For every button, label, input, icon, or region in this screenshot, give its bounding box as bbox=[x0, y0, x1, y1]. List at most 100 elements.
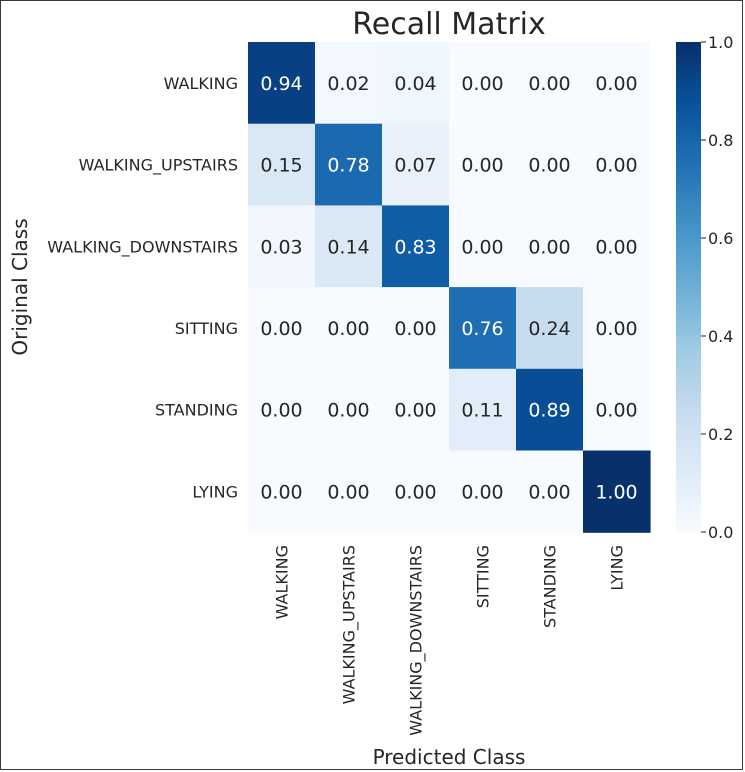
heatmap-cell bbox=[248, 42, 316, 125]
colorbar-tick-label: 0.0 bbox=[708, 523, 733, 542]
colorbar-tick-label: 0.2 bbox=[708, 425, 733, 444]
y-tick-labels: WALKING WALKING_UPSTAIRS WALKING_DOWNSTAIR… bbox=[47, 74, 238, 502]
cell-value-label: 0.07 bbox=[394, 155, 436, 177]
chart-title: Recall Matrix bbox=[352, 7, 546, 42]
cell-value-label: 0.00 bbox=[260, 481, 302, 503]
cell-value-label: 0.00 bbox=[394, 400, 436, 422]
heatmap-cell bbox=[516, 123, 584, 206]
cell-value-label: 0.14 bbox=[327, 236, 369, 258]
heatmap-cell bbox=[516, 287, 584, 370]
heatmap-cell bbox=[516, 42, 584, 125]
heatmap-cell bbox=[516, 450, 584, 533]
y-tick-label: STANDING bbox=[155, 401, 238, 420]
cell-value-label: 0.00 bbox=[528, 236, 570, 258]
cell-value-label: 0.00 bbox=[327, 481, 369, 503]
x-tick-label: WALKING_DOWNSTAIRS bbox=[407, 545, 427, 736]
cell-value-label: 0.00 bbox=[528, 155, 570, 177]
heatmap-cell bbox=[583, 42, 651, 125]
heatmap-cell bbox=[449, 450, 517, 533]
cell-value-label: 0.00 bbox=[595, 318, 637, 340]
colorbar-tick-label: 0.8 bbox=[708, 131, 733, 150]
y-tick-label: WALKING bbox=[164, 74, 238, 93]
colorbar bbox=[676, 42, 701, 532]
cell-value-label: 0.00 bbox=[327, 400, 369, 422]
heatmap-cell bbox=[449, 368, 517, 452]
cell-value-label: 0.89 bbox=[528, 400, 570, 422]
x-tick-label: SITTING bbox=[474, 545, 493, 608]
cell-value-label: 0.04 bbox=[394, 73, 436, 95]
cell-value-label: 0.00 bbox=[528, 73, 570, 95]
heatmap-cell bbox=[248, 287, 316, 370]
heatmap-cell bbox=[382, 205, 450, 288]
cell-value-label: 0.24 bbox=[528, 318, 570, 340]
heatmap-cell bbox=[315, 42, 383, 125]
x-tick-label: LYING bbox=[608, 545, 627, 591]
y-tick-label: SITTING bbox=[175, 319, 238, 338]
heatmap-cell bbox=[315, 123, 383, 206]
heatmap-cell bbox=[248, 368, 316, 452]
heatmap-cell bbox=[583, 205, 651, 288]
y-tick-label: WALKING_UPSTAIRS bbox=[79, 156, 238, 176]
colorbar-tick-label: 0.6 bbox=[708, 229, 733, 248]
heatmap-cells bbox=[248, 42, 651, 533]
heatmap-cell bbox=[315, 287, 383, 370]
heatmap-cell bbox=[583, 123, 651, 206]
heatmap-cell bbox=[449, 205, 517, 288]
heatmap-cell bbox=[315, 450, 383, 533]
cell-value-label: 0.00 bbox=[461, 481, 503, 503]
cell-value-label: 0.00 bbox=[260, 400, 302, 422]
heatmap-cell bbox=[248, 450, 316, 533]
heatmap-cell bbox=[248, 123, 316, 206]
x-tick-label: WALKING_UPSTAIRS bbox=[340, 545, 360, 704]
heatmap-cell bbox=[583, 450, 651, 533]
cell-value-label: 0.00 bbox=[595, 236, 637, 258]
heatmap-cell bbox=[382, 42, 450, 125]
heatmap-cell bbox=[315, 368, 383, 452]
heatmap-value-labels: 0.94 0.02 0.04 0.00 0.00 0.00 0.15 0.78 0.07 0.00… bbox=[260, 73, 637, 504]
heatmap-cell bbox=[382, 368, 450, 452]
colorbar-tick-label: 0.4 bbox=[708, 327, 733, 346]
y-tick-label: WALKING_DOWNSTAIRS bbox=[47, 237, 238, 257]
cell-value-label: 0.00 bbox=[394, 318, 436, 340]
cell-value-label: 0.00 bbox=[595, 400, 637, 422]
colorbar-tick-label: 1.0 bbox=[708, 33, 733, 52]
heatmap-cell bbox=[248, 205, 316, 288]
cell-value-label: 0.00 bbox=[394, 481, 436, 503]
cell-value-label: 0.00 bbox=[461, 155, 503, 177]
cell-value-label: 0.94 bbox=[260, 73, 302, 95]
heatmap-cell bbox=[315, 205, 383, 288]
heatmap-cell bbox=[382, 123, 450, 206]
cell-value-label: 1.00 bbox=[595, 481, 637, 503]
x-axis-label: Predicted Class bbox=[373, 745, 526, 769]
heatmap-cell bbox=[382, 287, 450, 370]
cell-value-label: 0.76 bbox=[461, 318, 503, 340]
cell-value-label: 0.00 bbox=[595, 73, 637, 95]
cell-value-label: 0.00 bbox=[595, 155, 637, 177]
cell-value-label: 0.03 bbox=[260, 236, 302, 258]
heatmap-cell bbox=[516, 368, 584, 452]
y-axis-label: Original Class bbox=[8, 218, 32, 355]
x-tick-label: WALKING bbox=[273, 545, 292, 619]
heatmap-cell bbox=[583, 287, 651, 370]
colorbar-ticks: 0.0 0.2 0.4 0.6 0.8 1.0 bbox=[701, 33, 733, 542]
cell-value-label: 0.00 bbox=[461, 73, 503, 95]
y-tick-label: LYING bbox=[192, 482, 238, 501]
cell-value-label: 0.11 bbox=[461, 400, 503, 422]
heatmap-cell bbox=[382, 450, 450, 533]
cell-value-label: 0.00 bbox=[461, 236, 503, 258]
cell-value-label: 0.83 bbox=[394, 236, 436, 258]
cell-value-label: 0.00 bbox=[260, 318, 302, 340]
cell-value-label: 0.15 bbox=[260, 155, 302, 177]
heatmap-cell bbox=[449, 287, 517, 370]
heatmap-cell bbox=[449, 42, 517, 125]
cell-value-label: 0.00 bbox=[327, 318, 369, 340]
heatmap-cell bbox=[449, 123, 517, 206]
heatmap-cell bbox=[583, 368, 651, 452]
x-tick-label: STANDING bbox=[541, 545, 560, 628]
cell-value-label: 0.02 bbox=[327, 73, 369, 95]
cell-value-label: 0.78 bbox=[327, 155, 369, 177]
cell-value-label: 0.00 bbox=[528, 481, 570, 503]
heatmap-cell bbox=[516, 205, 584, 288]
x-tick-labels: WALKING WALKING_UPSTAIRS WALKING_DOWNSTAIR… bbox=[273, 545, 627, 736]
